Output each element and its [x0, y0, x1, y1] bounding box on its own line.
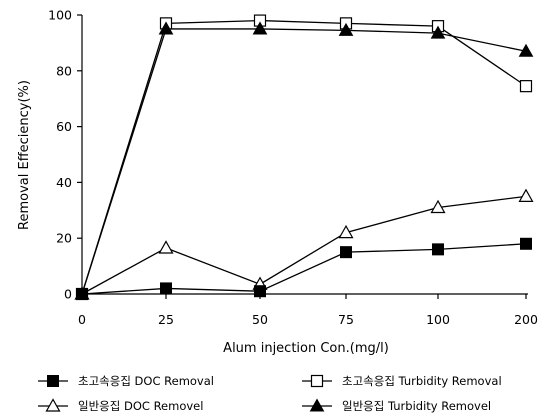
legend-marker: [47, 375, 59, 387]
x-tick-label: 75: [338, 312, 354, 327]
series-lines: [81, 19, 527, 295]
y-tick-label: 0: [64, 287, 72, 302]
axes: 0 20 40 60 80 100 0 25 50 75 100 200: [48, 8, 538, 328]
legend-item-2: 초고속응집 Turbidity Removal: [302, 374, 502, 388]
series-1-point: [254, 285, 266, 298]
series-4-point: [252, 21, 268, 35]
y-tick-label: 40: [56, 175, 72, 190]
series-3-point: [430, 199, 446, 214]
legend-item-1: 초고속응집 DOC Removal: [38, 374, 214, 388]
legend-marker: [309, 398, 325, 412]
series-4-point: [74, 286, 90, 300]
y-tick-label: 20: [56, 231, 72, 246]
series-line-2: [81, 19, 527, 295]
series-line-3: [81, 195, 527, 295]
x-tick-label: 0: [78, 312, 86, 327]
series-4-point: [430, 25, 446, 39]
series-1-point: [432, 243, 444, 256]
x-tick-label: 50: [252, 312, 268, 327]
series-1-point: [160, 282, 172, 295]
series-3-point: [158, 240, 174, 254]
x-tick-label: 200: [514, 312, 538, 327]
series-1-point: [340, 246, 352, 259]
series-1-point: [520, 237, 532, 250]
series-3-point: [338, 224, 354, 239]
series-layer: [74, 14, 534, 301]
legend-marker: [45, 398, 61, 412]
legend-item-3: 일반응집 DOC Removel: [38, 398, 203, 413]
series-2-point: [519, 80, 533, 93]
x-tick-label: 25: [158, 312, 174, 327]
legend-marker: [310, 374, 324, 388]
y-tick-label: 100: [48, 8, 72, 23]
x-axis-title: Alum injection Con.(mg/l): [223, 341, 389, 356]
series-line-1: [81, 243, 527, 295]
y-tick-label: 60: [56, 119, 72, 134]
legend-label: 초고속응집 DOC Removal: [78, 374, 214, 388]
series-3-point: [518, 188, 534, 202]
series-markers: [74, 14, 534, 301]
series-line-4: [81, 28, 527, 295]
x-tick-label: 100: [426, 312, 450, 327]
legend: 초고속응집 DOC Removal 초고속응집 Turbidity Removal…: [38, 374, 502, 413]
y-axis-title: Removal Effeciency(%): [17, 80, 32, 230]
series-4-point: [158, 21, 174, 35]
legend-label: 일반응집 DOC Removel: [78, 399, 203, 413]
legend-label: 초고속응집 Turbidity Removal: [342, 374, 502, 388]
legend-item-4: 일반응집 Turbidity Removel: [302, 398, 491, 413]
series-4-point: [338, 22, 354, 36]
legend-label: 일반응집 Turbidity Removel: [342, 399, 491, 413]
series-4-point: [518, 43, 534, 57]
y-tick-label: 80: [56, 63, 72, 78]
